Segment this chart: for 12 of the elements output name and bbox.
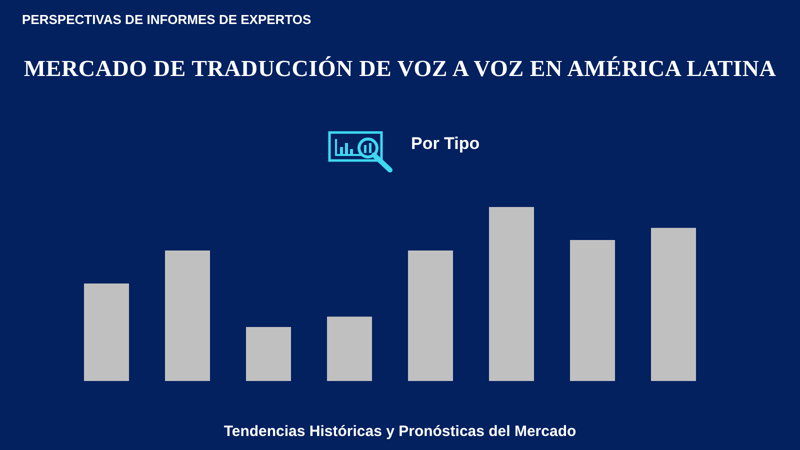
text: PERSPECTIVAS DE INFORMES DE EXPERTOS [22,12,312,27]
bar [84,284,129,381]
bar [651,228,696,381]
bar [489,207,534,381]
bar [408,250,453,381]
text: Tendencias Históricas y Pronósticas del Mercado [222,423,578,440]
bar [327,316,372,381]
bar [246,327,291,381]
chart-title: MERCADO DE TRADUCCIÓN DE VOZ A VOZ EN AMÉRICA LATINA [22,56,778,82]
chart-subtitle: Por Tipo [411,134,480,154]
bar [570,240,615,381]
bar [165,250,210,381]
